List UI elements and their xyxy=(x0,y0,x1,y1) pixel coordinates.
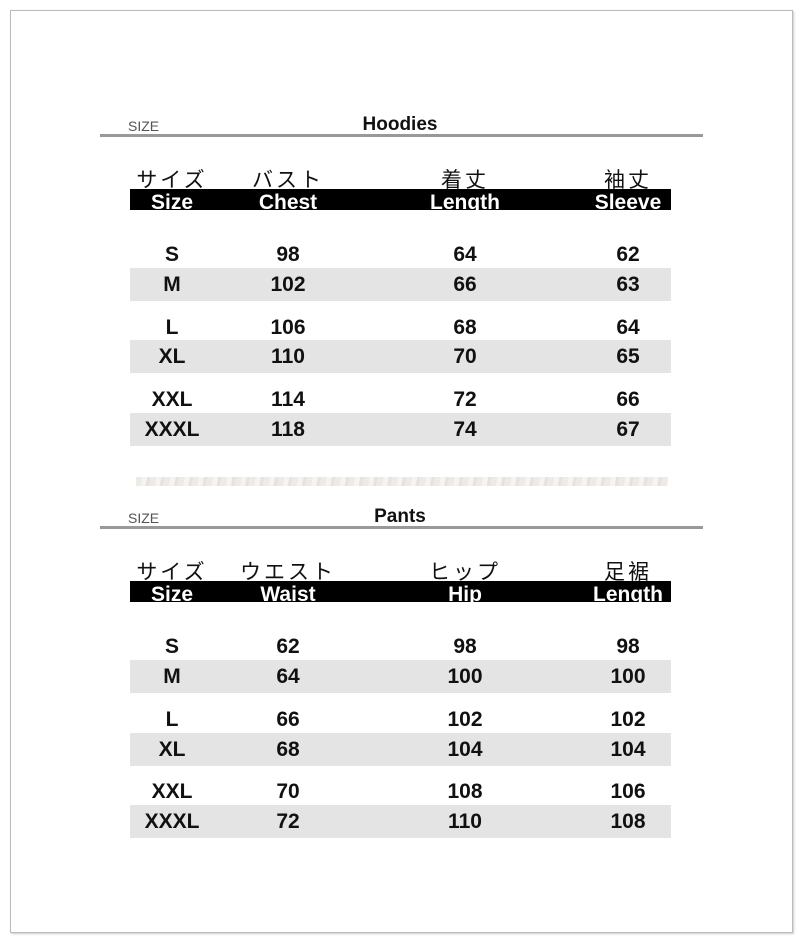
size-label: SIZE xyxy=(128,118,160,134)
table-cell: 64 xyxy=(616,316,640,339)
header-jp: 袖丈 xyxy=(604,168,652,192)
size-label: SIZE xyxy=(128,510,160,526)
table-cell: 64 xyxy=(276,665,300,688)
table-cell: 62 xyxy=(616,243,640,266)
header-en: Hip xyxy=(448,583,482,602)
table-cell: XXXL xyxy=(144,418,200,441)
title-rule xyxy=(100,134,703,137)
table-cell: XXL xyxy=(151,388,193,411)
table-cell: 66 xyxy=(453,273,477,296)
table-cell: 66 xyxy=(616,388,640,411)
table-cell: 66 xyxy=(276,708,300,731)
table-cell: XL xyxy=(158,345,186,368)
table-cell: XL xyxy=(158,738,186,761)
table-row: XL 110 70 65 xyxy=(130,340,671,373)
table-title: Pants xyxy=(374,506,426,527)
header-en: Length xyxy=(430,191,500,210)
table-cell: 72 xyxy=(453,388,477,411)
table-cell: 100 xyxy=(610,665,646,688)
table-cell: 102 xyxy=(610,708,646,731)
table-cell: 106 xyxy=(270,316,306,339)
table-cell: 114 xyxy=(271,388,305,411)
table-row: M 64 100 100 xyxy=(130,660,671,693)
table-cell: L xyxy=(165,708,179,731)
table-row: XXXL 118 74 67 xyxy=(130,413,671,446)
header-jp: バスト xyxy=(252,168,324,192)
table-cell: 110 xyxy=(448,810,482,833)
table-title: Hoodies xyxy=(362,114,438,135)
section-divider xyxy=(136,477,668,486)
table-cell: M xyxy=(163,665,181,688)
table-row: XXL 114 72 66 xyxy=(130,383,671,416)
table-cell: 74 xyxy=(453,418,477,441)
table-cell: S xyxy=(164,635,180,658)
table-cell: M xyxy=(163,273,181,296)
table-cell: 102 xyxy=(270,273,306,296)
table-cell: XXL xyxy=(151,780,193,803)
table-cell: 68 xyxy=(276,738,300,761)
table-row: M 102 66 63 xyxy=(130,268,671,301)
header-en: Sleeve xyxy=(594,191,662,210)
header-jp: 着丈 xyxy=(441,168,489,192)
header-bar: Size Chest Length Sleeve xyxy=(130,189,671,210)
title-rule xyxy=(100,526,703,529)
header-en: Chest xyxy=(258,191,318,210)
table-cell: 98 xyxy=(276,243,300,266)
table-cell: 110 xyxy=(271,345,305,368)
header-en: Length xyxy=(593,583,663,602)
table-cell: 64 xyxy=(453,243,477,266)
header-jp: 足裾 xyxy=(604,560,652,584)
table-cell: S xyxy=(164,243,180,266)
table-cell: 72 xyxy=(276,810,300,833)
header-jp: サイズ xyxy=(136,168,208,192)
table-cell: 106 xyxy=(610,780,646,803)
table-cell: 100 xyxy=(447,665,483,688)
table-row: XXL 70 108 106 xyxy=(130,775,671,808)
table-cell: 67 xyxy=(616,418,640,441)
header-en: Size xyxy=(150,583,194,602)
pants-size-table: SIZE Pants サイズ ウエスト ヒップ 足裾 Size Waist Hip Lengt… xyxy=(0,506,802,850)
header-jp: サイズ xyxy=(136,560,208,584)
table-cell: 104 xyxy=(447,738,483,761)
header-en: Size xyxy=(150,191,194,210)
table-cell: 102 xyxy=(447,708,483,731)
table-cell: 70 xyxy=(276,780,300,803)
table-cell: 65 xyxy=(616,345,640,368)
header-bar: Size Waist Hip Length xyxy=(130,581,671,602)
table-cell: 68 xyxy=(453,316,477,339)
table-cell: L xyxy=(165,316,179,339)
table-cell: 62 xyxy=(276,635,300,658)
image-frame xyxy=(10,10,793,933)
table-row: L 106 68 64 xyxy=(130,311,671,344)
table-row: XXXL 72 110 108 xyxy=(130,805,671,838)
table-row: S 98 64 62 xyxy=(130,238,671,271)
table-cell: 98 xyxy=(616,635,640,658)
table-cell: 98 xyxy=(453,635,477,658)
table-row: L 66 102 102 xyxy=(130,703,671,736)
table-cell: 70 xyxy=(453,345,477,368)
hoodies-size-table: SIZE Hoodies サイズ バスト 着丈 袖丈 Size Chest Length Sl… xyxy=(0,114,802,458)
header-en: Waist xyxy=(260,583,316,602)
table-row: S 62 98 98 xyxy=(130,630,671,663)
table-row: XL 68 104 104 xyxy=(130,733,671,766)
table-cell: 63 xyxy=(616,273,640,296)
table-cell: XXXL xyxy=(144,810,200,833)
table-cell: 118 xyxy=(271,418,305,441)
header-jp: ウエスト xyxy=(240,560,336,584)
table-cell: 108 xyxy=(447,780,483,803)
table-cell: 108 xyxy=(610,810,646,833)
header-jp: ヒップ xyxy=(429,560,501,584)
table-cell: 104 xyxy=(610,738,646,761)
